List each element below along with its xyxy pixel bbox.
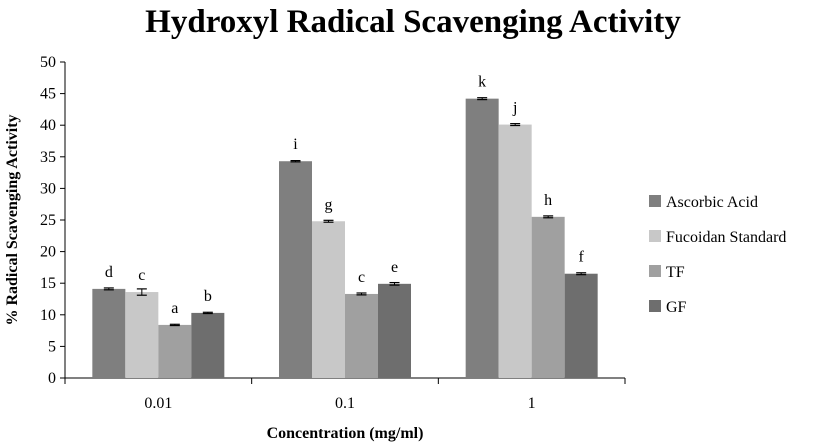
legend-label: Ascorbic Acid [666, 194, 758, 211]
plot-area: 0 5 10 15 20 25 30 35 40 45 50 0.01 0.1 1 d c a b i g c e k j h f [40, 54, 626, 412]
bar [191, 312, 225, 378]
legend-label: GF [666, 299, 687, 316]
bar-label: k [478, 74, 486, 91]
bar-label: i [293, 136, 298, 153]
y-tick-label: 45 [40, 86, 56, 103]
bar [531, 216, 565, 378]
x-tick-label: 0.01 [144, 395, 172, 412]
bar [279, 161, 312, 378]
bar-label: g [325, 196, 333, 213]
bar-label: a [171, 300, 178, 317]
bar [465, 98, 499, 378]
y-tick-label: 50 [40, 54, 56, 71]
bar [92, 288, 126, 378]
bar [312, 221, 345, 378]
legend-swatch [649, 300, 661, 312]
legend-swatch [649, 230, 661, 242]
y-tick-label: 15 [40, 275, 56, 292]
y-axis-label: % Radical Scavenging Activity [4, 114, 21, 325]
bar [158, 324, 192, 378]
y-tick-label: 35 [40, 149, 56, 166]
legend-swatch [649, 265, 661, 277]
bar-label: d [105, 264, 113, 281]
bar [378, 283, 411, 378]
bar-label: j [512, 100, 517, 117]
y-tick-label: 30 [40, 180, 56, 197]
y-tick-label: 25 [40, 212, 56, 229]
bar [498, 124, 532, 379]
bar [125, 292, 159, 378]
y-tick-label: 40 [40, 117, 56, 134]
bar-label: c [138, 267, 145, 284]
bar [345, 293, 378, 378]
x-axis-label: Concentration (mg/ml) [267, 425, 424, 442]
y-tick-label: 10 [40, 307, 56, 324]
x-tick-label: 1 [528, 395, 536, 412]
bar-label: c [358, 269, 365, 286]
x-tick-label: 0.1 [335, 395, 355, 412]
y-tick-label: 5 [48, 338, 56, 355]
y-tick-label: 20 [40, 244, 56, 261]
legend: Ascorbic Acid Fucoidan Standard TF GF [649, 194, 786, 316]
bar-label: b [204, 288, 212, 305]
bar-label: f [579, 249, 585, 266]
bar-label: e [391, 259, 398, 276]
bar [564, 273, 598, 378]
chart-title: Hydroxyl Radical Scavenging Activity [145, 4, 681, 40]
bar-label: h [544, 192, 552, 209]
legend-label: TF [666, 264, 685, 281]
y-tick-label: 0 [48, 370, 56, 387]
legend-swatch [649, 195, 661, 207]
legend-label: Fucoidan Standard [666, 229, 786, 246]
